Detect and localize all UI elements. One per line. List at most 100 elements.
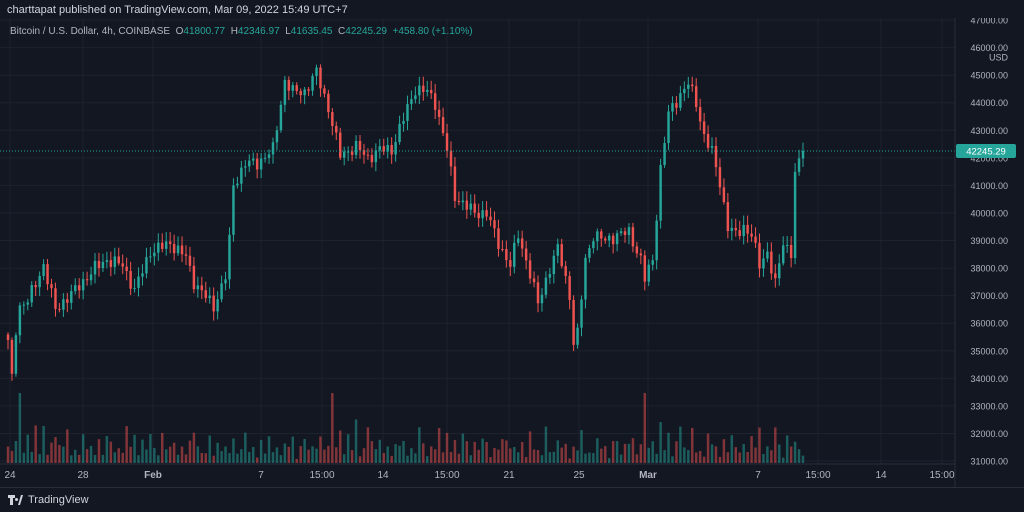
candle-body [410, 99, 413, 105]
volume-bar [263, 453, 267, 463]
brand-name: TradingView [28, 494, 89, 506]
candle-body [113, 256, 117, 267]
last-price-tag-bg [956, 144, 1016, 159]
volume-bar [414, 453, 417, 463]
volume-bar [335, 447, 338, 463]
volume-bar [687, 449, 690, 463]
candle-body [631, 227, 635, 247]
volume-bar [540, 455, 544, 463]
price-axis: 47000.00 46000.00 45000.00 44000.00 43000.00… [954, 18, 1024, 487]
volume-bar [778, 444, 781, 463]
volume-bar [726, 452, 730, 463]
candle-body [647, 264, 650, 282]
time-axis: 24 28 Feb 7 15:00 14 15:00 21 25 Mar 7 15:00 14 15:00 [0, 463, 955, 481]
price-tick-label: 45000.00 [970, 71, 1008, 81]
volume-bar [781, 457, 785, 463]
volume-bar [283, 443, 287, 463]
volume-bar [133, 434, 136, 463]
candle-body [157, 242, 160, 253]
candle-body [746, 224, 749, 234]
candle-body [42, 264, 45, 277]
volume-bar [548, 452, 552, 463]
candle-body [133, 287, 136, 289]
volume-bar [236, 453, 239, 463]
candle-body [125, 266, 128, 271]
candle-body [295, 85, 298, 92]
volume-bar [651, 441, 654, 463]
volume-bar [505, 440, 508, 463]
volume-bar [706, 433, 710, 463]
volume-bar [34, 425, 37, 463]
volume-bar [457, 453, 461, 463]
volume-bar [382, 452, 385, 463]
volume-bar [109, 441, 113, 463]
volume-bar [619, 454, 623, 463]
candle-body [335, 125, 338, 133]
volume-bar [366, 427, 370, 463]
volume-bar [26, 434, 30, 463]
candle-body [797, 158, 801, 172]
volume-bar [311, 446, 314, 463]
candle-body [339, 132, 342, 158]
footer-bar: TradingView [0, 487, 1024, 512]
candle-body [520, 238, 524, 249]
candle-body [750, 233, 753, 237]
candle-body [149, 256, 152, 258]
volume-bar [105, 435, 109, 463]
volume-bar [299, 446, 302, 463]
price-tick-label: 38000.00 [970, 264, 1008, 274]
candle-body [702, 121, 706, 134]
candle-body [600, 231, 603, 239]
candle-body [402, 120, 405, 124]
tradingview-logo[interactable]: TradingView [8, 494, 89, 506]
candle-body [275, 130, 279, 143]
price-axis-bg [955, 18, 1024, 487]
time-tick-label: 15:00 [434, 470, 459, 481]
candle-body [422, 85, 425, 92]
candle-body [801, 151, 805, 159]
candle-body [540, 294, 544, 304]
volume-bar [691, 427, 694, 463]
volume-bar [762, 453, 765, 463]
candle-body [615, 233, 619, 245]
candle-body [315, 67, 318, 77]
candle-body [706, 133, 710, 148]
candle-body [390, 144, 393, 155]
volume-bar [157, 455, 160, 463]
volume-bar [520, 441, 524, 463]
symbol-label: Bitcoin / U.S. Dollar, 4h, COINBASE [10, 26, 171, 37]
volume-bar [10, 450, 14, 463]
candle-body [303, 89, 306, 96]
volume-bar [303, 438, 306, 463]
candle-body [679, 93, 682, 108]
volume-bar [196, 446, 200, 463]
candle-body [477, 212, 480, 219]
candle-body [18, 305, 22, 336]
candle-body [556, 244, 560, 256]
volume-bar [232, 438, 235, 463]
volume-bar [240, 449, 243, 463]
candle-body [34, 285, 37, 288]
candle-body [145, 257, 148, 274]
candle-body [781, 245, 785, 264]
volume-bar [710, 444, 714, 463]
candle-body [445, 133, 449, 151]
time-tick-label: 7 [755, 470, 761, 481]
candle-body [220, 283, 223, 300]
volume-bar [204, 453, 207, 463]
volume-bar [279, 455, 283, 463]
volume-bar [734, 447, 737, 463]
volume-bar [378, 439, 382, 463]
volume-bar [785, 435, 789, 463]
candle-body [722, 187, 726, 203]
candle-body [568, 276, 571, 300]
volume-bar [584, 453, 587, 463]
volume-bar [441, 452, 445, 463]
volume-bar [465, 441, 469, 463]
currency-label: USD [989, 53, 1009, 63]
volume-bar [362, 448, 366, 463]
volume-bar [74, 449, 77, 463]
high-label: H [230, 26, 238, 37]
candle-body [536, 282, 540, 304]
candlestick-chart[interactable]: 47000.00 46000.00 45000.00 44000.00 43000.00… [0, 18, 1024, 487]
